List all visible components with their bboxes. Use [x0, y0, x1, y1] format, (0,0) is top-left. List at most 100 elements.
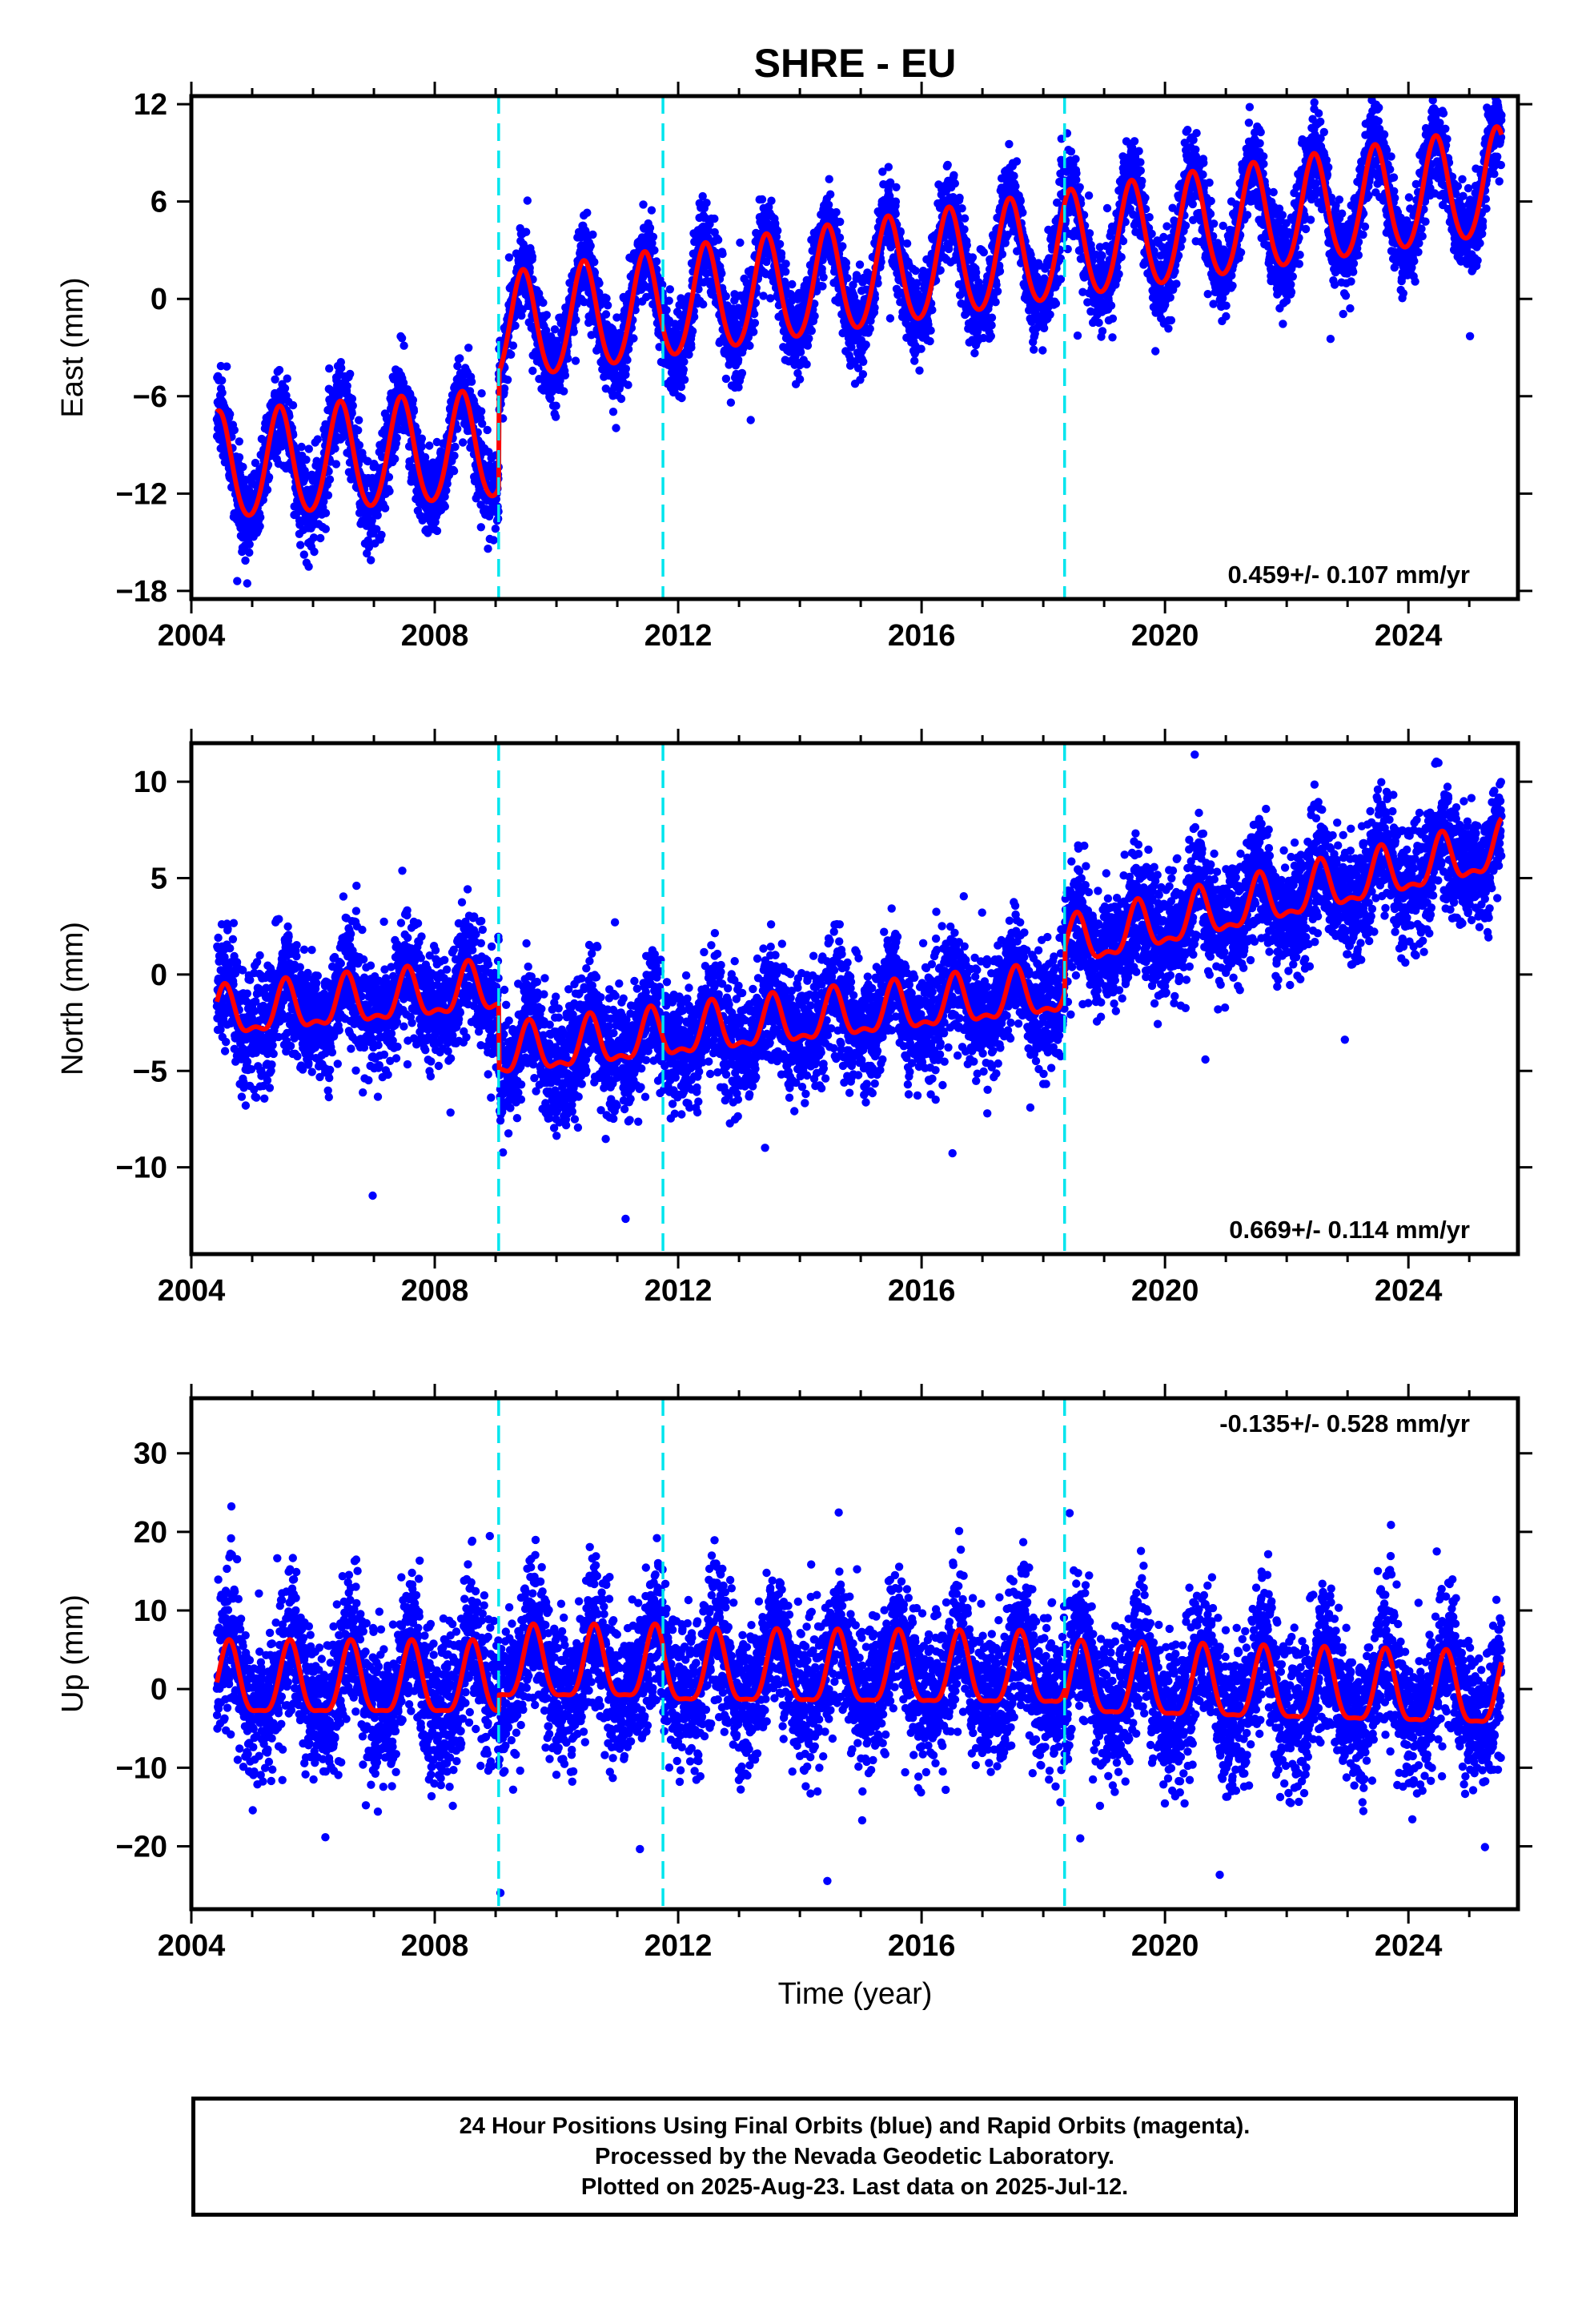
east-data-point	[354, 426, 363, 435]
east-data-point	[1010, 171, 1018, 180]
east-data-point	[508, 341, 518, 350]
east-data-point	[733, 356, 743, 364]
east-data-point	[777, 249, 786, 258]
east-data-point	[826, 190, 835, 199]
east-data-point	[583, 208, 592, 217]
east-data-point	[757, 195, 767, 204]
east-data-point	[817, 264, 826, 273]
east-data-point	[993, 287, 1002, 296]
east-data-point	[572, 316, 580, 324]
east-data-point	[450, 451, 459, 460]
east-data-point	[477, 407, 486, 416]
east-data-point	[245, 540, 254, 549]
east-data-point	[807, 326, 816, 336]
east-plot-area	[212, 96, 1506, 625]
east-data-point	[241, 556, 250, 565]
east-data-point	[771, 219, 780, 228]
east-data-point	[504, 253, 514, 262]
east-data-point	[608, 408, 618, 416]
east-data-point	[571, 356, 580, 365]
east-data-point	[805, 334, 813, 343]
east-data-point	[522, 227, 531, 236]
east-data-point	[337, 364, 346, 372]
east-data-point	[233, 577, 242, 585]
east-data-point	[603, 301, 612, 310]
east-data-point	[902, 239, 912, 248]
east-data-point	[910, 356, 919, 365]
east-data-point	[936, 266, 945, 275]
east-data-point	[680, 357, 689, 366]
east-data-point	[802, 360, 811, 369]
east-data-point	[440, 502, 449, 511]
east-data-point	[456, 354, 464, 363]
east-panel: 2004 2008 2012 2016 2020 2024−18−12−60612East…	[56, 82, 1532, 653]
east-data-point	[870, 304, 879, 312]
east-data-point	[819, 273, 828, 282]
east-data-point	[928, 305, 937, 315]
east-data-point	[788, 279, 797, 289]
east-data-point	[325, 475, 335, 484]
east-data-point	[679, 365, 688, 374]
east-data-point	[861, 340, 870, 349]
east-data-point	[218, 376, 227, 385]
east-data-point	[721, 292, 730, 301]
east-data-point	[302, 455, 311, 464]
east-data-point	[911, 267, 920, 275]
east-data-point	[432, 526, 442, 536]
east-data-point	[662, 306, 671, 315]
east-data-point	[818, 282, 827, 291]
east-data-point	[263, 485, 272, 494]
east-data-point	[841, 259, 851, 267]
east-data-point	[1038, 346, 1047, 355]
east-data-point	[688, 327, 697, 336]
east-data-point	[650, 246, 659, 255]
east-data-point	[235, 437, 243, 446]
east-data-point	[223, 362, 231, 371]
east-data-point	[297, 442, 306, 452]
east-data-point	[489, 536, 498, 545]
east-data-point	[1005, 139, 1014, 149]
east-data-point	[781, 259, 790, 268]
east-data-point	[483, 425, 492, 435]
east-data-point	[335, 392, 343, 400]
east-data-point	[645, 223, 655, 232]
east-data-point	[552, 412, 560, 421]
east-data-point	[271, 375, 279, 384]
east-data-point	[986, 332, 996, 340]
east-data-point	[917, 344, 926, 353]
east-data-point	[355, 416, 363, 424]
chart-title: SHRE - EU	[754, 41, 957, 86]
east-data-point	[702, 199, 711, 207]
east-data-point	[569, 328, 578, 336]
east-data-point	[621, 364, 630, 373]
east-data-point	[718, 249, 727, 259]
east-data-point	[451, 442, 460, 452]
east-data-point	[321, 509, 331, 517]
east-data-point	[843, 274, 852, 283]
east-data-point	[612, 424, 620, 432]
east-data-point	[810, 312, 819, 320]
east-data-point	[586, 241, 595, 251]
east-data-point	[528, 252, 537, 261]
east-data-point	[629, 334, 638, 343]
east-data-point	[958, 204, 966, 213]
east-data-point	[652, 257, 661, 266]
east-data-point	[296, 541, 305, 549]
east-data-point	[385, 487, 394, 496]
east-data-point	[1018, 208, 1027, 217]
east-data-point	[347, 394, 357, 404]
east-data-point	[590, 258, 599, 267]
east-data-point	[892, 183, 901, 191]
east-data-point	[280, 384, 290, 393]
east-data-point	[283, 374, 291, 383]
east-data-point	[304, 562, 313, 571]
east-data-point	[380, 504, 390, 513]
east-data-point	[309, 533, 319, 542]
east-data-point	[494, 617, 502, 625]
east-data-point	[687, 343, 696, 352]
east-data-point	[588, 230, 597, 239]
east-data-point	[943, 160, 952, 170]
east-data-point	[239, 462, 247, 472]
east-data-point	[355, 440, 364, 450]
